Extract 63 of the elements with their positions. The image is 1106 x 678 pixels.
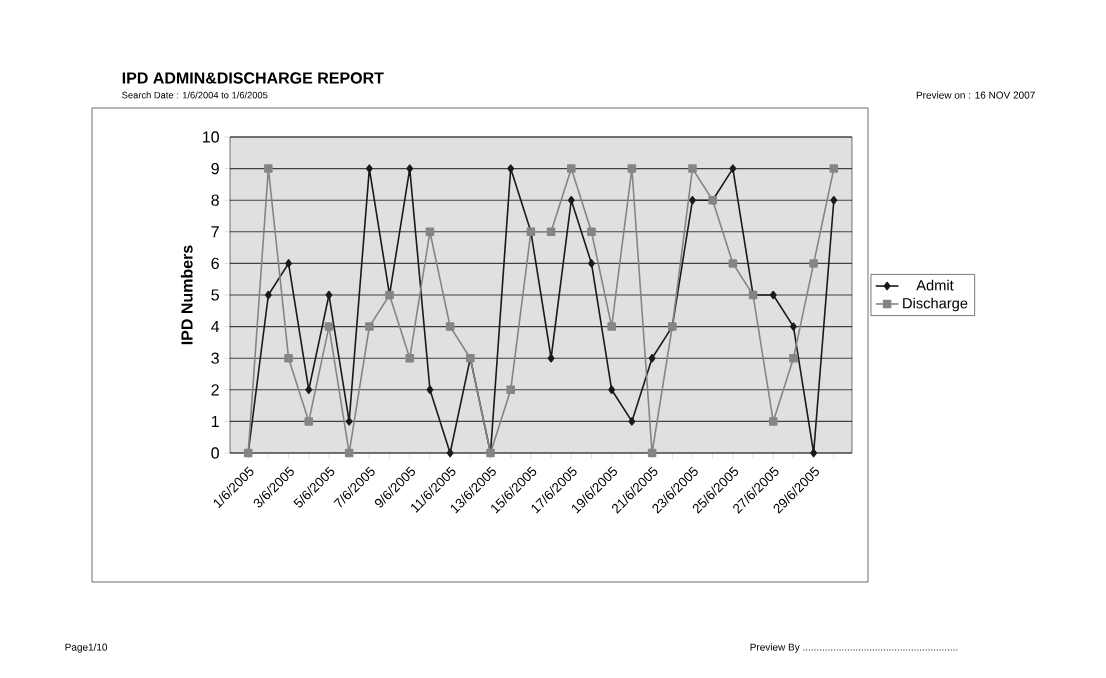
point xyxy=(365,322,374,331)
point xyxy=(324,322,334,331)
point xyxy=(325,290,333,300)
point xyxy=(446,448,454,458)
point xyxy=(607,322,616,331)
point xyxy=(425,227,435,237)
point xyxy=(264,164,273,173)
point xyxy=(365,164,373,173)
point xyxy=(406,164,414,173)
y-tick-label: 4 xyxy=(211,321,220,333)
point xyxy=(768,417,778,426)
point xyxy=(285,259,292,268)
point xyxy=(628,417,636,426)
y-tick-label: 3 xyxy=(211,352,219,364)
point xyxy=(304,417,314,426)
point xyxy=(567,164,576,173)
point xyxy=(345,417,353,426)
y-tick-label: 10 xyxy=(203,131,219,143)
point xyxy=(506,385,515,395)
y-tick-label: 8 xyxy=(211,194,219,206)
y-tick-label: 6 xyxy=(211,257,219,270)
y-tick-label: 5 xyxy=(211,289,219,301)
point xyxy=(445,322,455,331)
point xyxy=(608,385,616,395)
point xyxy=(647,448,657,458)
legend-label: Discharge xyxy=(903,297,968,312)
y-tick-label: 7 xyxy=(211,226,219,238)
point xyxy=(284,353,293,363)
point xyxy=(830,195,838,205)
point xyxy=(829,164,839,173)
chart-subtitle: Search Date : 1/6/2004 to 1/6/2005 xyxy=(122,91,268,99)
point xyxy=(344,448,354,458)
point xyxy=(405,353,415,363)
legend-label: Admit xyxy=(916,279,954,291)
point xyxy=(789,353,798,363)
y-tick-label: 9 xyxy=(211,162,219,175)
y-axis-title: IPD Numbers xyxy=(180,245,193,345)
point xyxy=(810,448,818,458)
point xyxy=(728,259,738,268)
point xyxy=(648,353,656,363)
point xyxy=(627,164,637,173)
point xyxy=(546,227,556,237)
text: Preview By ........................................................ xyxy=(750,643,958,653)
y-tick-label: 2 xyxy=(211,384,219,396)
text: Preview on : 16 NOV 2007 xyxy=(916,91,1035,99)
point xyxy=(305,385,313,395)
point xyxy=(790,322,797,331)
point xyxy=(547,353,555,363)
y-tick-label: 1 xyxy=(211,415,219,427)
point xyxy=(769,290,777,300)
point xyxy=(264,290,272,300)
chart-title: IPD ADMIN&DISCHARGE REPORT xyxy=(122,72,384,84)
point xyxy=(588,259,595,268)
point xyxy=(587,227,596,237)
y-tick-label: 0 xyxy=(211,447,219,459)
point xyxy=(507,164,515,173)
point xyxy=(426,385,434,395)
point xyxy=(689,195,696,205)
point xyxy=(809,259,818,268)
point xyxy=(567,195,575,205)
text: Page1/10 xyxy=(65,643,108,653)
point xyxy=(688,164,697,173)
point xyxy=(729,164,737,173)
